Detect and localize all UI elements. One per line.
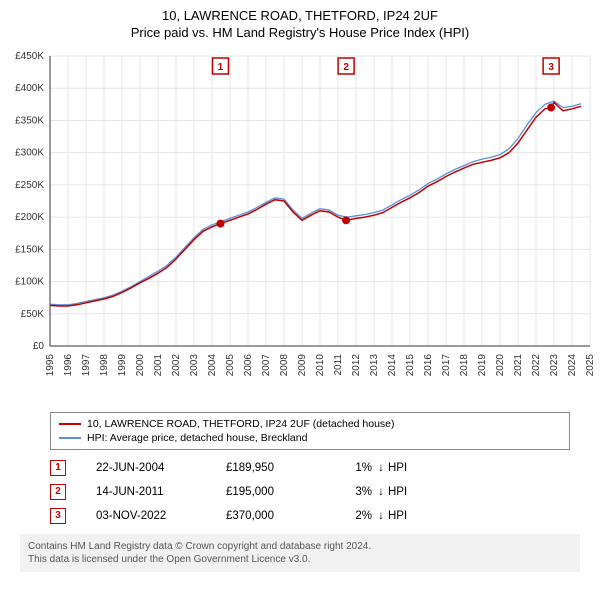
sale-row: 1 22-JUN-2004£189,9501%↓HPI bbox=[50, 456, 570, 480]
svg-text:2008: 2008 bbox=[279, 354, 290, 377]
svg-text:2019: 2019 bbox=[477, 354, 488, 377]
svg-text:£50K: £50K bbox=[21, 309, 45, 320]
svg-text:2001: 2001 bbox=[153, 354, 164, 377]
svg-text:2006: 2006 bbox=[243, 354, 254, 377]
svg-text:2024: 2024 bbox=[567, 354, 578, 377]
svg-text:2007: 2007 bbox=[261, 354, 272, 377]
page-container: 10, LAWRENCE ROAD, THETFORD, IP24 2UF Pr… bbox=[0, 0, 600, 572]
sale-hpi-label: HPI bbox=[388, 510, 407, 522]
sale-marker-dot bbox=[547, 104, 555, 112]
svg-text:2004: 2004 bbox=[207, 354, 218, 377]
svg-text:2010: 2010 bbox=[315, 354, 326, 377]
legend-swatch bbox=[59, 423, 81, 425]
svg-text:2020: 2020 bbox=[495, 354, 506, 377]
legend-label: 10, LAWRENCE ROAD, THETFORD, IP24 2UF (d… bbox=[87, 418, 395, 430]
legend: 10, LAWRENCE ROAD, THETFORD, IP24 2UF (d… bbox=[50, 412, 570, 450]
chart-area: £0 £50K £100K £150K £200K £250K £300K £350K £400… bbox=[0, 46, 600, 406]
sale-number-box: 3 bbox=[50, 508, 66, 524]
sale-hpi-label: HPI bbox=[388, 462, 407, 474]
sale-hpi-pct: 2% bbox=[336, 510, 374, 522]
svg-text:2005: 2005 bbox=[225, 354, 236, 377]
svg-text:2025: 2025 bbox=[585, 354, 596, 377]
footer-line-2: This data is licensed under the Open Gov… bbox=[28, 553, 572, 566]
sales-table: 122-JUN-2004£189,9501%↓HPI214-JUN-2011£1… bbox=[50, 456, 570, 528]
sale-marker-dot bbox=[216, 220, 224, 228]
legend-label: HPI: Average price, detached house, Brec… bbox=[87, 432, 307, 444]
svg-text:1996: 1996 bbox=[63, 354, 74, 377]
sale-number-box: 1 bbox=[50, 460, 66, 476]
sale-row: 2 14-JUN-2011£195,0003%↓HPI bbox=[50, 480, 570, 504]
sale-hpi-pct: 1% bbox=[336, 462, 374, 474]
svg-text:2002: 2002 bbox=[171, 354, 182, 377]
footer-line-1: Contains HM Land Registry data © Crown c… bbox=[28, 540, 572, 553]
footer-attribution: Contains HM Land Registry data © Crown c… bbox=[20, 534, 580, 572]
svg-text:2000: 2000 bbox=[135, 354, 146, 377]
line-chart-svg: £0 £50K £100K £150K £200K £250K £300K £350K £400… bbox=[0, 46, 600, 406]
svg-text:£300K: £300K bbox=[15, 148, 44, 159]
sale-hpi-pct: 3% bbox=[336, 486, 374, 498]
svg-text:£0: £0 bbox=[33, 341, 45, 352]
chart-title: 10, LAWRENCE ROAD, THETFORD, IP24 2UF bbox=[10, 8, 590, 23]
sale-date: 14-JUN-2011 bbox=[96, 486, 226, 498]
svg-text:1997: 1997 bbox=[81, 354, 92, 377]
sale-marker-dot bbox=[342, 216, 350, 224]
svg-text:1995: 1995 bbox=[45, 354, 56, 377]
chart-subtitle: Price paid vs. HM Land Registry's House … bbox=[10, 25, 590, 40]
svg-text:2009: 2009 bbox=[297, 354, 308, 377]
sale-price: £189,950 bbox=[226, 462, 336, 474]
svg-text:2023: 2023 bbox=[549, 354, 560, 377]
svg-text:1998: 1998 bbox=[99, 354, 110, 377]
svg-text:2015: 2015 bbox=[405, 354, 416, 377]
svg-text:£100K: £100K bbox=[15, 277, 44, 288]
svg-text:2012: 2012 bbox=[351, 354, 362, 377]
svg-text:£350K: £350K bbox=[15, 115, 44, 126]
svg-text:£150K: £150K bbox=[15, 244, 44, 255]
sale-marker-number: 2 bbox=[343, 62, 349, 73]
svg-text:2014: 2014 bbox=[387, 354, 398, 377]
sale-marker-number: 1 bbox=[218, 62, 224, 73]
svg-text:2011: 2011 bbox=[333, 354, 344, 376]
svg-text:2018: 2018 bbox=[459, 354, 470, 377]
sale-row: 3 03-NOV-2022£370,0002%↓HPI bbox=[50, 504, 570, 528]
legend-item: HPI: Average price, detached house, Brec… bbox=[59, 431, 561, 445]
svg-text:1999: 1999 bbox=[117, 354, 128, 377]
sale-price: £195,000 bbox=[226, 486, 336, 498]
down-arrow-icon: ↓ bbox=[374, 462, 388, 474]
down-arrow-icon: ↓ bbox=[374, 510, 388, 522]
chart-header: 10, LAWRENCE ROAD, THETFORD, IP24 2UF Pr… bbox=[0, 0, 600, 46]
sale-hpi-label: HPI bbox=[388, 486, 407, 498]
sale-marker-number: 3 bbox=[548, 62, 554, 73]
sale-price: £370,000 bbox=[226, 510, 336, 522]
sale-date: 22-JUN-2004 bbox=[96, 462, 226, 474]
svg-text:2013: 2013 bbox=[369, 354, 380, 377]
svg-text:2016: 2016 bbox=[423, 354, 434, 377]
svg-text:2003: 2003 bbox=[189, 354, 200, 377]
svg-text:2022: 2022 bbox=[531, 354, 542, 377]
legend-item: 10, LAWRENCE ROAD, THETFORD, IP24 2UF (d… bbox=[59, 417, 561, 431]
svg-text:£450K: £450K bbox=[15, 51, 44, 62]
sale-number-box: 2 bbox=[50, 484, 66, 500]
svg-text:£400K: £400K bbox=[15, 83, 44, 94]
sale-date: 03-NOV-2022 bbox=[96, 510, 226, 522]
svg-text:2021: 2021 bbox=[513, 354, 524, 377]
down-arrow-icon: ↓ bbox=[374, 486, 388, 498]
legend-swatch bbox=[59, 437, 81, 439]
svg-text:£250K: £250K bbox=[15, 180, 44, 191]
svg-text:£200K: £200K bbox=[15, 212, 44, 223]
svg-text:2017: 2017 bbox=[441, 354, 452, 377]
